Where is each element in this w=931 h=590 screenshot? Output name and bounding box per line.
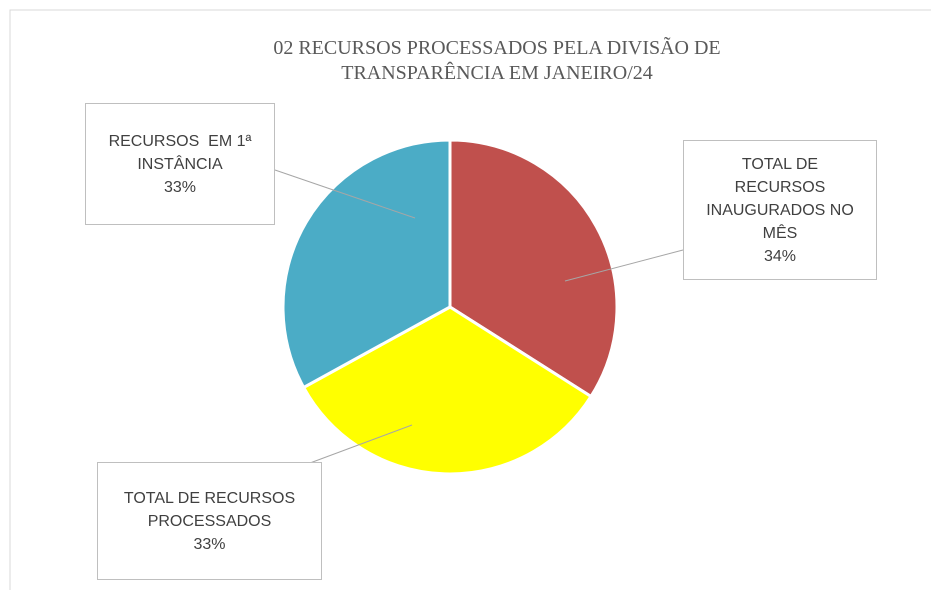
data-label: TOTAL DE RECURSOS INAUGURADOS NO MÊS 34% — [683, 140, 877, 280]
chart-title: 02 RECURSOS PROCESSADOS PELA DIVISÃO DE … — [273, 37, 721, 84]
data-label: TOTAL DE RECURSOS PROCESSADOS 33% — [97, 462, 322, 580]
leader-line — [564, 249, 684, 282]
leader-line — [309, 424, 413, 464]
leader-line — [274, 169, 416, 219]
pie-slice — [281, 138, 452, 390]
category-label: TOTAL DE RECURSOS PROCESSADOS — [123, 489, 300, 530]
chart-border — [9, 9, 931, 590]
category-label: RECURSOS EM 1ª INSTÂNCIA — [108, 132, 256, 173]
data-label: RECURSOS EM 1ª INSTÂNCIA 33% — [85, 103, 275, 225]
category-label: TOTAL DE RECURSOS INAUGURADOS NO MÊS — [706, 155, 859, 242]
value-label: 33% — [163, 178, 197, 196]
value-label: 34% — [763, 247, 797, 265]
value-label: 33% — [193, 535, 226, 553]
